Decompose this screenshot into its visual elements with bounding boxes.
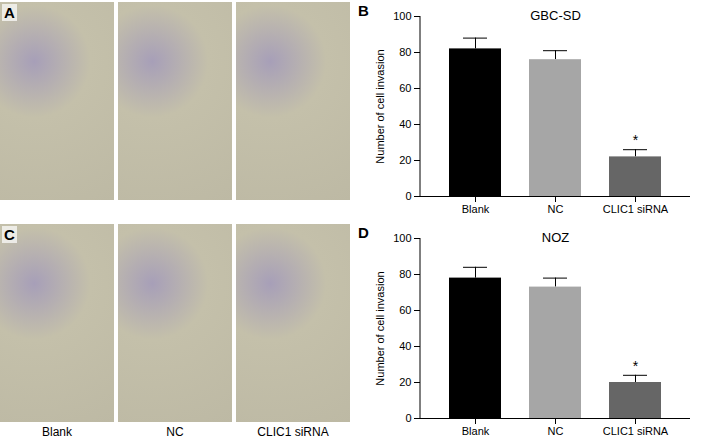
svg-text:GBC-SD: GBC-SD xyxy=(530,8,581,23)
svg-text:CLIC1 siRNA: CLIC1 siRNA xyxy=(603,203,669,215)
svg-text:100: 100 xyxy=(393,10,411,22)
svg-text:60: 60 xyxy=(399,304,411,316)
svg-text:Blank: Blank xyxy=(462,425,490,437)
svg-text:0: 0 xyxy=(405,190,411,202)
html-text:C: C xyxy=(4,226,15,243)
svg-text:20: 20 xyxy=(399,376,411,388)
svg-text:40: 40 xyxy=(399,118,411,130)
svg-text:*: * xyxy=(633,358,639,374)
html-text:A: A xyxy=(4,4,15,21)
svg-text:60: 60 xyxy=(399,82,411,94)
svg-text:0: 0 xyxy=(405,412,411,424)
svg-text:Blank: Blank xyxy=(462,203,490,215)
svg-text:20: 20 xyxy=(399,154,411,166)
svg-text:CLIC1 siRNA: CLIC1 siRNA xyxy=(603,425,669,437)
svg-text:NC: NC xyxy=(548,203,564,215)
html-text:Blank: Blank xyxy=(42,425,72,439)
svg-text:40: 40 xyxy=(399,340,411,352)
html-text:D: D xyxy=(358,224,369,241)
html-text:B: B xyxy=(358,2,369,19)
html-text:NC: NC xyxy=(166,425,184,439)
svg-text:NOZ: NOZ xyxy=(542,230,570,245)
svg-text:NC: NC xyxy=(548,425,564,437)
html-text:CLIC1 siRNA: CLIC1 siRNA xyxy=(257,425,329,439)
svg-text:100: 100 xyxy=(393,232,411,244)
svg-text:*: * xyxy=(633,132,639,148)
svg-text:80: 80 xyxy=(399,46,411,58)
svg-text:80: 80 xyxy=(399,268,411,280)
svg-text:Number of cell invasion: Number of cell invasion xyxy=(374,271,386,385)
svg-text:Number of cell invasion: Number of cell invasion xyxy=(374,49,386,163)
